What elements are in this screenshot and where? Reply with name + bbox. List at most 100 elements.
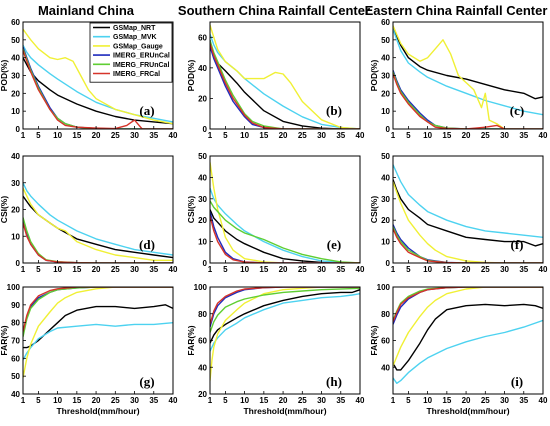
x-tick-label: 1	[21, 265, 26, 274]
series-line-gsmap-nrt	[23, 304, 173, 349]
y-tick-label: 60	[198, 337, 207, 346]
x-axis-label: Threshold(mm/hour)	[243, 406, 326, 416]
y-tick-label: 40	[198, 64, 207, 73]
x-tick-label: 20	[462, 396, 471, 405]
series-line-gsmap-mvk	[393, 28, 543, 116]
x-tick-label: 40	[169, 131, 178, 140]
x-tick-label: 1	[391, 396, 396, 405]
legend-entry: GSMap_NRT	[113, 25, 156, 32]
y-axis-label: POD(%)	[369, 60, 379, 92]
x-tick-label: 5	[36, 265, 41, 274]
x-tick-label: 40	[356, 131, 365, 140]
series-line-gsmap-gauge	[210, 24, 360, 129]
x-tick-label: 35	[519, 131, 528, 140]
x-tick-label: 25	[298, 396, 307, 405]
x-tick-label: 25	[298, 265, 307, 274]
y-tick-label: 30	[198, 195, 207, 204]
x-tick-label: 20	[279, 396, 288, 405]
y-tick-label: 40	[381, 54, 390, 63]
x-tick-label: 5	[406, 131, 411, 140]
x-tick-label: 1	[21, 131, 26, 140]
x-tick-label: 40	[356, 396, 365, 405]
panel-letter: (f)	[511, 237, 524, 252]
y-axis-label: FAR(%)	[186, 325, 196, 355]
x-tick-label: 10	[53, 131, 62, 140]
plot-frame	[392, 155, 544, 264]
y-axis-label: CSI(%)	[369, 196, 379, 224]
x-tick-label: 40	[356, 265, 365, 274]
x-tick-label: 30	[500, 265, 509, 274]
x-tick-label: 5	[36, 131, 41, 140]
panel-letter: (e)	[327, 237, 341, 252]
x-tick-label: 30	[317, 396, 326, 405]
x-tick-label: 10	[240, 131, 249, 140]
y-tick-label: 0	[386, 125, 391, 134]
x-tick-label: 10	[423, 131, 432, 140]
series-line-imerg-fruncal	[393, 71, 543, 129]
x-axis-label: Threshold(mm/hour)	[56, 406, 139, 416]
x-tick-label: 10	[53, 265, 62, 274]
y-tick-label: 50	[381, 152, 390, 161]
series-line-gsmap-mvk	[23, 182, 173, 256]
x-tick-label: 10	[240, 396, 249, 405]
panel-i: 1 5 10 15 20 25 30 35 40406080100FAR(%)Threshold…	[369, 283, 548, 416]
series-line-gsmap-gauge	[210, 287, 360, 381]
legend-entry: GSMap_Gauge	[113, 43, 163, 50]
y-axis-label: CSI(%)	[186, 196, 196, 224]
series-line-gsmap-nrt	[393, 27, 543, 100]
y-tick-label: 10	[198, 238, 207, 247]
series-group	[210, 287, 360, 381]
y-tick-label: 30	[11, 72, 20, 81]
legend-entry: IMERG_FRCal	[113, 71, 160, 78]
series-line-gsmap-gauge	[23, 28, 173, 125]
series-line-gsmap-gauge	[210, 162, 360, 263]
plot-frame	[209, 21, 361, 130]
series-line-imerg-eruncal	[210, 211, 360, 263]
y-axis-label: FAR(%)	[369, 325, 379, 355]
x-tick-label: 30	[317, 265, 326, 274]
x-tick-label: 5	[406, 265, 411, 274]
x-tick-label: 10	[423, 265, 432, 274]
series-line-imerg-frcal	[23, 50, 173, 129]
x-tick-label: 35	[519, 396, 528, 405]
y-tick-label: 0	[16, 259, 21, 268]
y-tick-label: 30	[381, 72, 390, 81]
series-line-imerg-frcal	[210, 43, 360, 129]
x-tick-label: 15	[259, 396, 268, 405]
column-title-eastern: Eastern China Rainfall Center	[365, 3, 548, 18]
y-tick-label: 80	[198, 310, 207, 319]
x-tick-label: 15	[72, 396, 81, 405]
series-line-gsmap-mvk	[210, 33, 360, 129]
series-line-gsmap-gauge	[393, 287, 543, 367]
x-tick-label: 25	[298, 131, 307, 140]
x-tick-label: 30	[130, 131, 139, 140]
x-tick-label: 35	[336, 131, 345, 140]
series-line-imerg-fruncal	[210, 40, 360, 129]
y-tick-label: 10	[11, 232, 20, 241]
x-tick-label: 40	[169, 265, 178, 274]
series-line-gsmap-mvk	[393, 319, 543, 384]
x-tick-label: 1	[208, 131, 213, 140]
x-tick-label: 30	[130, 396, 139, 405]
x-tick-label: 30	[130, 265, 139, 274]
y-tick-label: 40	[381, 173, 390, 182]
y-tick-label: 40	[198, 363, 207, 372]
column-title-southern: Southern China Rainfall Center	[178, 3, 370, 18]
y-tick-label: 100	[7, 283, 21, 292]
x-tick-label: 35	[149, 265, 158, 274]
y-tick-label: 0	[203, 125, 208, 134]
x-tick-label: 5	[36, 396, 41, 405]
x-tick-label: 15	[72, 131, 81, 140]
x-tick-label: 1	[208, 265, 213, 274]
y-tick-label: 60	[11, 18, 20, 27]
x-tick-label: 35	[336, 265, 345, 274]
x-tick-label: 1	[391, 265, 396, 274]
y-tick-label: 0	[203, 259, 208, 268]
panel-letter: (b)	[326, 103, 342, 118]
x-tick-label: 1	[208, 396, 213, 405]
legend: GSMap_NRT GSMap_MVK GSMap_Gauge IMERG_ERUnC…	[89, 22, 173, 83]
y-tick-label: 100	[194, 283, 208, 292]
